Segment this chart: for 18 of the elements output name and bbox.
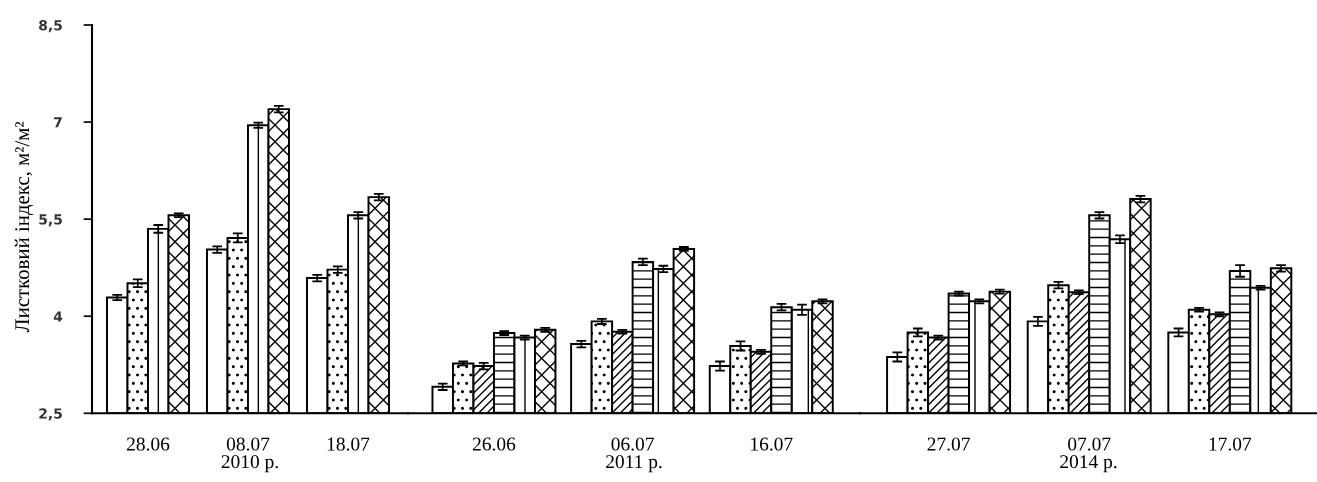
y-tick-label: 8,5 bbox=[39, 19, 62, 33]
x-tick-label: 16.07 bbox=[751, 437, 793, 451]
x-tick-label: 06.07 bbox=[611, 437, 654, 451]
x-axis-title: 2010 р. bbox=[221, 455, 278, 473]
y-tick-label: 7 bbox=[54, 117, 62, 128]
x-axis-title: 2014 р. bbox=[1060, 455, 1117, 473]
y-tick-label: 4 bbox=[53, 311, 63, 322]
x-tick-label: 17.07 bbox=[1209, 437, 1252, 451]
x-tick-label: 26.06 bbox=[472, 437, 516, 451]
x-axis-title: 2011 р. bbox=[606, 455, 662, 473]
y-tick-label: 5,5 bbox=[39, 214, 62, 227]
x-tick-label: 07.07 bbox=[1068, 437, 1111, 451]
x-tick-label: 18.07 bbox=[327, 437, 370, 451]
y-axis-title: Листковий індекс, м²/м² bbox=[14, 121, 34, 333]
x-tick-label: 08.07 bbox=[226, 437, 270, 451]
x-tick-label: 28.06 bbox=[126, 437, 170, 451]
x-tick-label: 27.07 bbox=[927, 437, 970, 451]
y-tick-label: 2,5 bbox=[39, 408, 62, 421]
